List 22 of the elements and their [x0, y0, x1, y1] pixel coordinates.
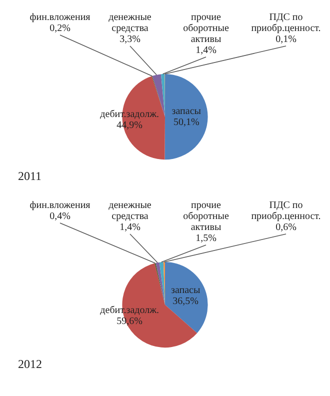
slice-label: ПДС по приобр.ценност.: [251, 200, 321, 222]
slice-label: запасы: [170, 285, 200, 296]
data-label: 36,5%: [172, 296, 199, 308]
data-label: 0,6%: [276, 222, 296, 234]
slice-label: денежные средства: [108, 200, 152, 222]
slice-label: запасы: [172, 106, 202, 117]
slice-label: фин.вложения: [30, 200, 91, 212]
slice-label: ПДС по приобр.ценност.: [251, 12, 321, 34]
data-label: 1,5%: [196, 233, 216, 244]
slice-label: фин.вложения: [30, 12, 91, 24]
text: 2011: [18, 168, 42, 183]
slice-label: денежные средства: [108, 12, 152, 34]
data-label: 3,3%: [120, 34, 140, 46]
data-label: 1,4%: [120, 222, 140, 234]
slice-label: прочие оборотные активы: [183, 200, 230, 234]
data-label: 0,1%: [276, 34, 296, 46]
text: 2012: [18, 356, 42, 371]
data-label: 0,4%: [50, 211, 70, 222]
data-label: 0,2%: [50, 23, 70, 34]
data-label: 1,4%: [196, 45, 216, 56]
data-label: 50,1%: [173, 116, 200, 128]
slice-label: прочие оборотные активы: [183, 12, 230, 46]
